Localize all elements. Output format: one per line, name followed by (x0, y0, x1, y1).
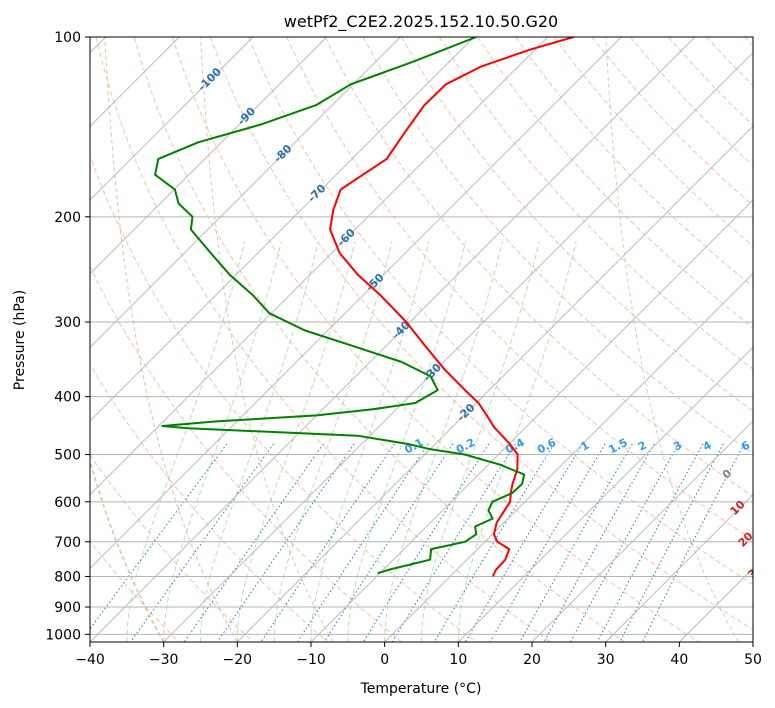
x-tick-label: 30 (597, 652, 615, 668)
moist-adiabat-line (347, 241, 467, 642)
isotherm-line (384, 273, 753, 642)
y-axis-label: Pressure (hPa) (12, 290, 28, 390)
x-tick-label: 0 (380, 652, 389, 668)
isotherm-line (90, 37, 254, 201)
y-axis: 100 200 300 400 500 600 700 800 900 1000 (45, 30, 90, 643)
guide-curve-line (104, 37, 238, 642)
isotherm-line (163, 52, 753, 642)
curved-guide-lines (90, 37, 739, 642)
x-axis-label: Temperature (°C) (360, 681, 482, 697)
y-tick-label: 1000 (45, 627, 81, 643)
mixing-ratio-line (297, 443, 429, 642)
plot-frame (89, 36, 754, 643)
x-tick-label: 40 (670, 652, 688, 668)
y-tick-label: 400 (54, 390, 81, 406)
isotherm-line (90, 37, 327, 275)
plot-area: -100-90-80-70-60-50-40-30-200.1 0.2 0.4 0.6… (90, 37, 765, 642)
y-tick-label: 300 (54, 315, 81, 331)
y-tick-label: 700 (54, 535, 81, 551)
isotherm-line (90, 37, 548, 496)
dry-adiabat-line (324, 37, 753, 498)
mixing-ratio-line (596, 443, 704, 642)
mixing-ratio-line (489, 443, 606, 642)
mixing-ratio-line (519, 443, 633, 642)
isotherm-line (90, 37, 401, 348)
dry-adiabat-line (95, 37, 551, 642)
mixing-ratio-line (433, 443, 555, 642)
mixing-ratio-line (90, 443, 228, 630)
mixing-ratio-line (130, 443, 275, 642)
moist-adiabat-line (236, 241, 356, 642)
guide-curve-line (90, 458, 165, 642)
x-tick-label: −40 (75, 652, 105, 668)
mixing-ratio-line (323, 443, 454, 642)
isotherm-line (90, 37, 622, 569)
moist-adiabat-line (457, 241, 577, 642)
isobars (90, 37, 753, 635)
dry-adiabat-line (90, 453, 254, 642)
y-tick-label: 900 (54, 600, 81, 616)
sounding-profiles (154, 37, 574, 577)
y-tick-label: 200 (54, 210, 81, 226)
dry-adiabat-line (210, 37, 753, 631)
dewpoint-profile-line (154, 37, 526, 575)
y-tick-label: 800 (54, 569, 81, 585)
x-tick-label: −10 (296, 652, 326, 668)
dry-adiabat-line (171, 37, 700, 642)
chart-title: wetPf2_C2E2.2025.152.10.50.G20 (284, 12, 558, 32)
mixing-ratio-lines (90, 443, 745, 642)
moist-adiabat-line (163, 241, 282, 642)
mixing-ratio-line (642, 443, 745, 642)
moist-adiabats (126, 241, 577, 642)
isotherm-line (237, 125, 753, 642)
guide-curve-line (200, 37, 334, 642)
mixing-ratio-line (619, 443, 724, 642)
moist-adiabat-line (310, 241, 430, 642)
moist-adiabat-line (200, 241, 319, 642)
dry-adiabat-line (362, 37, 753, 455)
x-tick-label: −20 (223, 652, 253, 668)
dry-adiabat-line (90, 153, 477, 642)
mixing-ratio-line (464, 443, 583, 642)
isotherms (90, 37, 753, 642)
dry-adiabats (90, 37, 753, 642)
isotherm-line (90, 37, 696, 642)
x-tick-label: 20 (523, 652, 541, 668)
dry-adiabat-line (286, 37, 753, 541)
moist-adiabat-line (384, 241, 503, 642)
isotherm-line (310, 199, 753, 642)
moist-adiabat-line (421, 241, 540, 642)
mixing-ratio-line (543, 443, 655, 642)
y-tick-label: 500 (54, 448, 81, 464)
x-tick-label: 50 (744, 652, 762, 668)
isotherm-line (605, 494, 753, 642)
x-axis: −40 −30 −20 −10 0 10 20 30 40 50 (75, 642, 762, 668)
moist-adiabat-line (273, 241, 393, 642)
moist-adiabat-line (126, 241, 246, 642)
guide-curve-line (605, 37, 739, 642)
temperature-profile-line (329, 37, 574, 577)
isotherm-line (90, 37, 475, 422)
y-tick-label: 600 (54, 495, 81, 511)
isotherm-line (531, 420, 753, 642)
y-tick-label: 100 (54, 30, 81, 46)
dry-adiabat-line (248, 37, 753, 586)
dry-adiabat-line (90, 363, 328, 642)
theta-e-label: 30 (745, 561, 765, 581)
x-tick-label: 10 (449, 652, 467, 668)
mixing-ratio-line (183, 443, 324, 642)
x-tick-label: −30 (149, 652, 179, 668)
mixing-ratio-line (391, 443, 516, 642)
dry-adiabat-line (133, 37, 625, 642)
isotherm-line (458, 346, 753, 642)
